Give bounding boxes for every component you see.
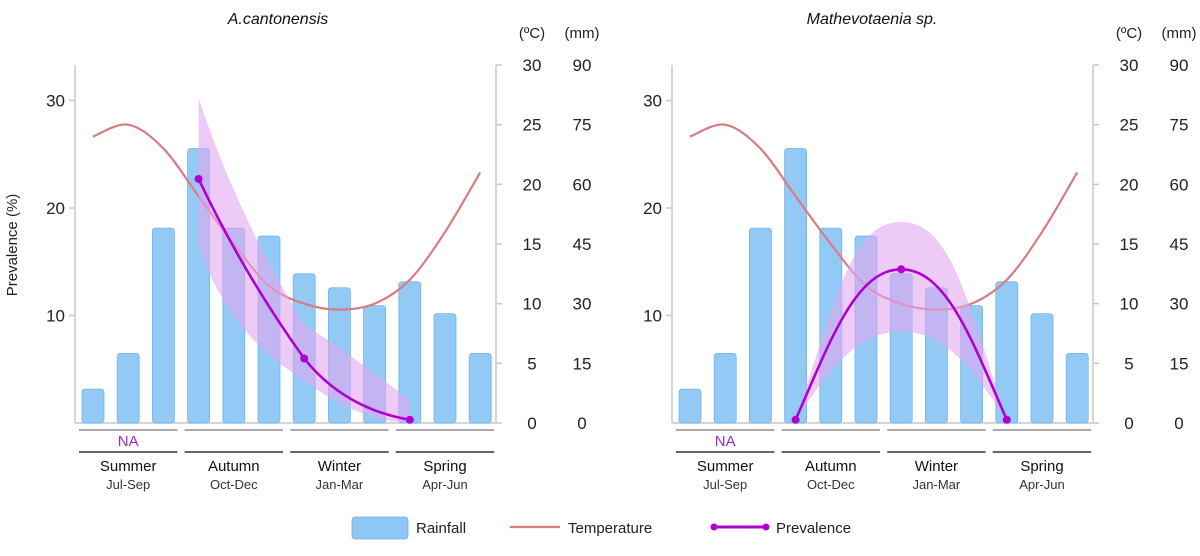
chart-panel-1: A.cantonensis 10 20 30 Prevalence (%) (ºC) (mm…: [4, 11, 599, 492]
temperature-tick-label: 20: [523, 175, 542, 194]
rainfall-unit: (mm): [1162, 25, 1197, 42]
season-months: Jul-Sep: [703, 477, 747, 492]
season-months: Apr-Jun: [1019, 477, 1065, 492]
chart-title: Mathevotaenia sp.: [807, 11, 938, 28]
rainfall-bar: [678, 388, 702, 424]
rainfall-bar: [749, 227, 772, 424]
temperature-tick-label: 10: [1120, 295, 1139, 314]
temperature-unit: (ºC): [1116, 25, 1142, 42]
season-months: Oct-Dec: [807, 477, 855, 492]
temperature-tick-label: 0: [527, 414, 536, 433]
prevalence-point: [194, 174, 203, 183]
legend-prevalence-marker: [710, 523, 718, 531]
rainfall-tick-label: 75: [573, 116, 592, 135]
season-name: Autumn: [805, 458, 857, 475]
rainfall-tick-label: 45: [573, 235, 592, 254]
rainfall-tick-label: 60: [573, 175, 592, 194]
temperature-tick-label: 0: [1124, 414, 1133, 433]
temperature-tick-label: 30: [523, 56, 542, 75]
rainfall-bar: [81, 388, 105, 424]
legend-prevalence-marker: [762, 523, 770, 531]
temperature-tick-label: 30: [1120, 56, 1139, 75]
season-name: Summer: [100, 458, 157, 475]
rainfall-bar: [468, 352, 492, 424]
prevalence-point: [791, 415, 800, 424]
prevalence-line: [197, 178, 411, 422]
temperature-tick-label: 5: [527, 354, 536, 373]
left-tick-label: 10: [46, 307, 65, 326]
prevalence-point: [1002, 415, 1011, 424]
temperature-tick-label: 5: [1124, 354, 1133, 373]
season-months: Jul-Sep: [106, 477, 150, 492]
prevalence-ci-band: [795, 221, 1007, 420]
rainfall-bar: [116, 352, 140, 424]
left-tick-label: 30: [643, 92, 662, 111]
rainfall-bar: [1030, 313, 1054, 424]
season-name: Autumn: [208, 458, 260, 475]
na-label: NA: [715, 433, 736, 450]
season-name: Summer: [697, 458, 754, 475]
rainfall-bar: [433, 313, 457, 424]
temperature-tick-label: 25: [1120, 116, 1139, 135]
legend-prevalence-label: Prevalence: [776, 520, 851, 537]
legend-temperature-label: Temperature: [568, 520, 652, 537]
left-tick-label: 30: [46, 92, 65, 111]
rainfall-tick-label: 0: [577, 414, 586, 433]
season-months: Oct-Dec: [210, 477, 258, 492]
prevalence-point: [405, 415, 414, 424]
season-name: Winter: [318, 458, 361, 475]
rainfall-bar: [713, 352, 737, 424]
rainfall-unit: (mm): [565, 25, 600, 42]
season-name: Spring: [423, 458, 466, 475]
rainfall-tick-label: 0: [1174, 414, 1183, 433]
left-tick-label: 20: [46, 199, 65, 218]
rainfall-bar: [784, 148, 807, 424]
legend-rainfall-swatch: [351, 516, 409, 540]
rainfall-tick-label: 30: [573, 295, 592, 314]
season-months: Jan-Mar: [913, 477, 961, 492]
chart-panel-2: Mathevotaenia sp. 10 20 30 (ºC) (mm) 0 5 10 15 20 2…: [643, 11, 1196, 492]
rainfall-tick-label: 30: [1170, 295, 1189, 314]
temperature-tick-label: 20: [1120, 175, 1139, 194]
y-axis-label: Prevalence (%): [4, 194, 21, 297]
left-tick-label: 20: [643, 199, 662, 218]
na-label: NA: [118, 433, 139, 450]
temperature-tick-label: 10: [523, 295, 542, 314]
rainfall-bar: [151, 227, 175, 424]
season-name: Spring: [1020, 458, 1063, 475]
chart-title: A.cantonensis: [227, 11, 329, 28]
rainfall-tick-label: 60: [1170, 175, 1189, 194]
temperature-tick-label: 25: [523, 116, 542, 135]
legend: Rainfall Temperature Prevalence: [351, 516, 851, 540]
rainfall-tick-label: 75: [1170, 116, 1189, 135]
rainfall-tick-label: 15: [573, 354, 592, 373]
temperature-tick-label: 15: [523, 235, 542, 254]
left-tick-label: 10: [643, 307, 662, 326]
temperature-tick-label: 15: [1120, 235, 1139, 254]
rainfall-tick-label: 15: [1170, 354, 1189, 373]
prevalence-point: [897, 265, 906, 274]
season-name: Winter: [915, 458, 958, 475]
rainfall-tick-label: 45: [1170, 235, 1189, 254]
rainfall-tick-label: 90: [1170, 56, 1189, 75]
prevalence-point: [300, 354, 309, 363]
temperature-line: [92, 123, 482, 311]
rainfall-bar: [1065, 352, 1089, 424]
season-months: Jan-Mar: [316, 477, 364, 492]
temperature-unit: (ºC): [519, 25, 545, 42]
legend-rainfall-label: Rainfall: [416, 520, 466, 537]
season-months: Apr-Jun: [422, 477, 468, 492]
rainfall-tick-label: 90: [573, 56, 592, 75]
